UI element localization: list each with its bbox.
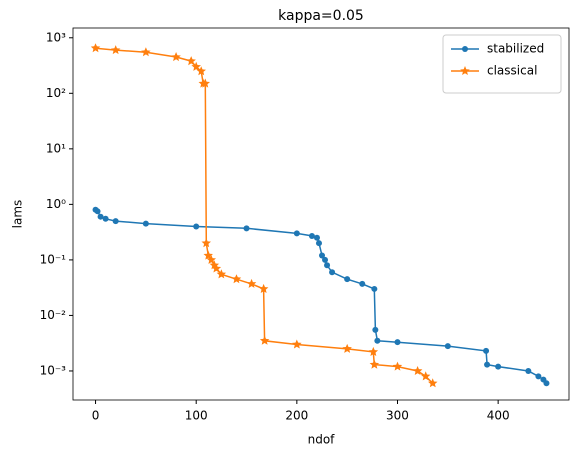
x-axis-label: ndof <box>308 433 336 447</box>
data-point <box>525 367 532 374</box>
chart-title: kappa=0.05 <box>278 8 364 24</box>
data-point <box>211 263 222 273</box>
data-point <box>293 230 300 237</box>
data-point <box>495 363 502 370</box>
data-point <box>483 347 490 354</box>
data-point <box>94 208 101 215</box>
data-point <box>313 234 320 241</box>
legend-marker <box>460 66 470 75</box>
data-point <box>374 337 381 344</box>
data-point <box>322 256 329 263</box>
data-point <box>368 346 379 356</box>
plot-frame <box>72 27 570 401</box>
data-point <box>196 66 206 76</box>
data-point <box>324 262 331 269</box>
data-point <box>259 335 270 345</box>
data-point <box>258 283 269 293</box>
data-point <box>371 285 378 292</box>
data-point <box>292 339 302 349</box>
data-point <box>246 278 257 288</box>
data-point <box>315 240 322 247</box>
x-tick-label: 300 <box>386 409 409 423</box>
y-tick-label: 10² <box>46 86 66 100</box>
data-point <box>243 225 250 232</box>
data-point <box>110 45 121 55</box>
y-axis-label: lams <box>11 200 25 229</box>
data-point <box>206 254 216 264</box>
data-point <box>216 269 227 279</box>
data-point <box>535 373 542 380</box>
data-point <box>102 215 109 222</box>
data-point <box>412 366 423 375</box>
x-tick-label: 400 <box>487 409 510 423</box>
data-point <box>90 43 101 53</box>
data-point <box>359 280 366 287</box>
data-point <box>342 343 352 353</box>
data-point <box>484 361 491 368</box>
data-point <box>231 274 242 284</box>
data-point <box>444 343 451 350</box>
data-point <box>171 52 181 62</box>
x-tick-label: 200 <box>285 409 308 423</box>
data-point <box>369 359 380 369</box>
data-point <box>193 223 200 230</box>
data-point <box>200 78 210 88</box>
legend: stabilized classical <box>442 34 562 94</box>
data-point <box>141 47 151 57</box>
data-point <box>308 232 315 239</box>
data-point <box>428 378 438 388</box>
data-point <box>392 361 403 371</box>
data-point <box>372 326 379 333</box>
y-tick-label: 10⁻³ <box>40 363 67 377</box>
data-point <box>186 56 196 66</box>
data-point <box>191 61 201 71</box>
data-point <box>543 380 550 387</box>
legend-label: stabilized <box>487 42 544 56</box>
data-point <box>319 252 326 259</box>
x-tick-label: 0 <box>92 409 100 423</box>
data-point <box>329 269 336 276</box>
y-tick-label: 10¹ <box>46 141 66 155</box>
legend-marker <box>462 46 468 52</box>
y-tick-label: 10⁰ <box>46 197 66 211</box>
data-point <box>97 213 104 220</box>
x-tick-label: 100 <box>185 409 208 423</box>
data-point <box>142 220 149 227</box>
data-point <box>344 276 351 283</box>
data-point <box>201 238 211 248</box>
y-tick-label: 10³ <box>46 30 66 44</box>
data-point <box>112 218 119 225</box>
y-tick-label: 10⁻¹ <box>40 252 67 266</box>
data-point <box>420 371 431 381</box>
y-tick-label: 10⁻² <box>40 308 67 322</box>
data-point <box>394 339 401 346</box>
legend-label: classical <box>487 64 537 78</box>
